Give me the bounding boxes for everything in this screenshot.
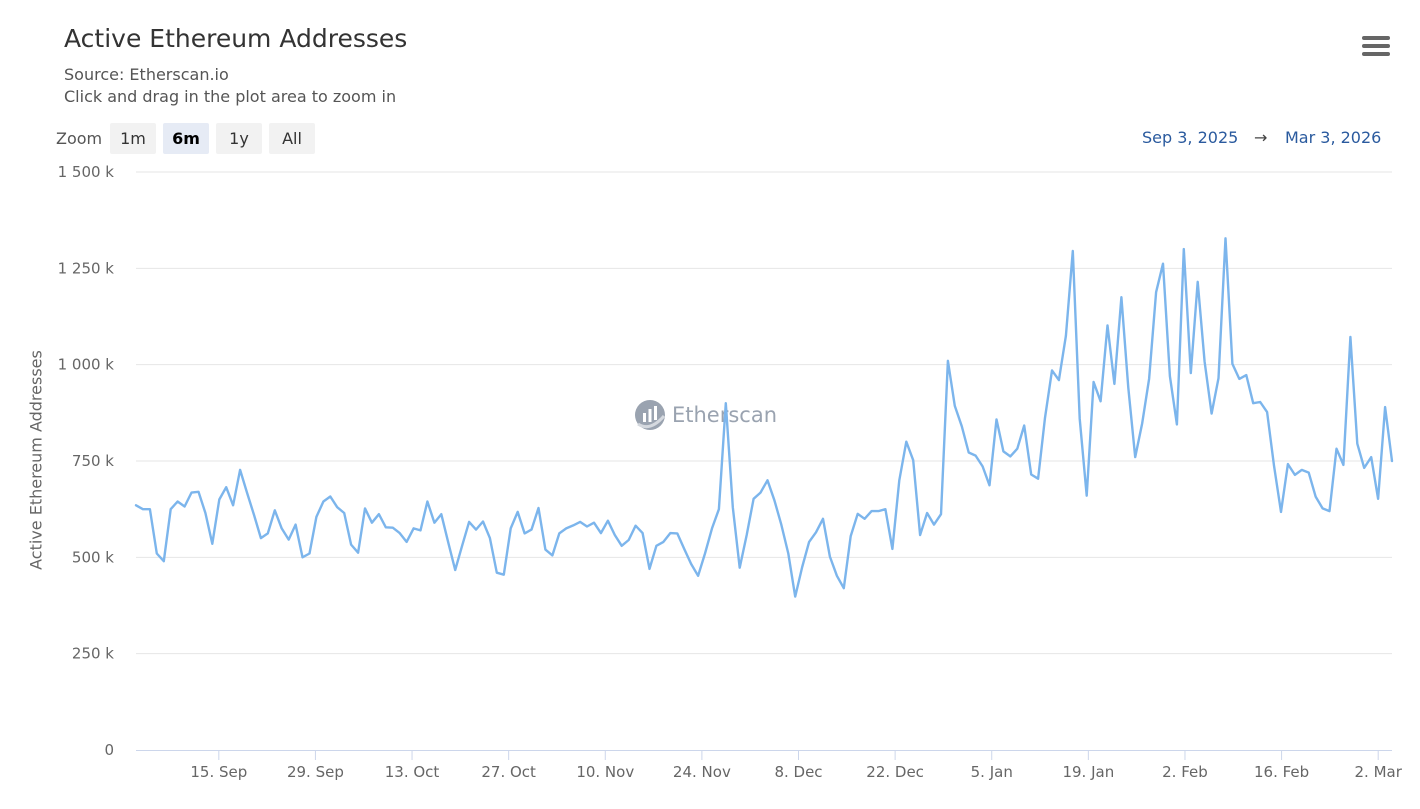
range-end-input[interactable]: Mar 3, 2026	[1285, 128, 1382, 147]
y-tick-label: 750 k	[72, 452, 114, 470]
zoom-all-button[interactable]: All	[269, 123, 315, 154]
zoom-label: Zoom	[56, 129, 103, 148]
x-tick-label: 19. Jan	[1062, 763, 1114, 781]
range-start-input[interactable]: Sep 3, 2025	[1142, 128, 1239, 147]
y-tick-label: 1 000 k	[58, 356, 115, 374]
x-tick-label: 22. Dec	[866, 763, 924, 781]
x-tick-label: 16. Feb	[1254, 763, 1309, 781]
zoom-1m-button[interactable]: 1m	[110, 123, 156, 154]
y-tick-label: 1 500 k	[58, 163, 115, 181]
x-tick-label: 8. Dec	[774, 763, 822, 781]
x-tick-label: 15. Sep	[190, 763, 247, 781]
x-tick-label: 5. Jan	[971, 763, 1013, 781]
chart-subtitle: Source: Etherscan.io Click and drag in t…	[64, 64, 396, 108]
range-arrow: →	[1254, 128, 1268, 147]
x-tick-label: 13. Oct	[385, 763, 440, 781]
zoom-6m-button[interactable]: 6m	[163, 123, 209, 154]
chart-title: Active Ethereum Addresses	[64, 24, 408, 53]
hamburger-menu-icon[interactable]	[1362, 36, 1390, 60]
x-tick-label: 27. Oct	[481, 763, 536, 781]
zoom-hint-text: Click and drag in the plot area to zoom …	[64, 87, 397, 106]
x-tick-label: 29. Sep	[287, 763, 344, 781]
source-text: Source: Etherscan.io	[64, 65, 229, 84]
y-tick-label: 0	[104, 741, 114, 759]
y-tick-label: 500 k	[72, 548, 114, 566]
y-tick-label: 250 k	[72, 645, 114, 663]
x-tick-label: 24. Nov	[673, 763, 731, 781]
series-line-active-addresses[interactable]	[134, 237, 1394, 598]
y-tick-label: 1 250 k	[58, 259, 115, 277]
x-tick-label: 2. Feb	[1162, 763, 1208, 781]
zoom-1y-button[interactable]: 1y	[216, 123, 262, 154]
x-tick-label: 2. Mar	[1355, 763, 1403, 781]
etherscan-logo-icon	[635, 400, 666, 430]
x-tick-label: 10. Nov	[576, 763, 634, 781]
